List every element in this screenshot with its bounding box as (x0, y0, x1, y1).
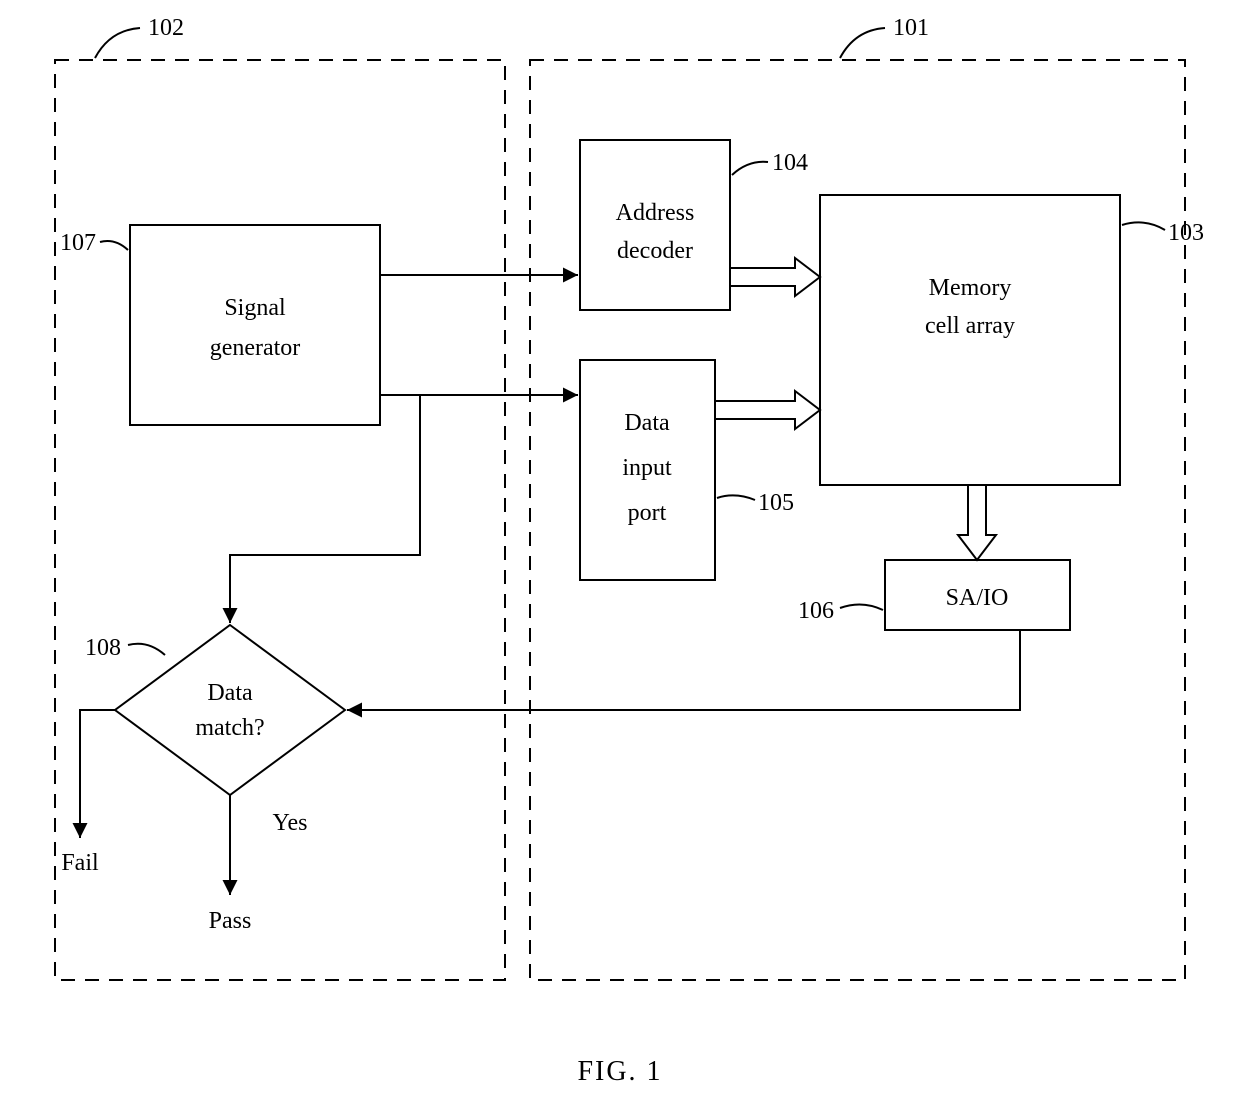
sa-io-label: SA/IO (946, 585, 1009, 611)
diagram-svg: 102 101 Signal generator 107 Address dec… (0, 0, 1240, 1116)
arrow-datamatch-fail (80, 710, 115, 838)
ref-leader-101 (840, 28, 885, 58)
arrow-saio-to-datamatch (347, 630, 1020, 710)
memory-cell-array-box (820, 195, 1120, 485)
ref-108: 108 (85, 635, 121, 661)
pass-label: Pass (209, 908, 252, 934)
ref-leader-102 (95, 28, 140, 58)
ref-104: 104 (772, 150, 808, 176)
figure-caption: FIG. 1 (577, 1056, 662, 1087)
ref-107: 107 (60, 230, 96, 256)
hollow-arrow-memory-to-saio (958, 485, 996, 560)
fail-label: Fail (61, 850, 99, 876)
arrow-sg-to-datamatch (230, 395, 420, 623)
ref-101: 101 (893, 15, 929, 41)
ref-103: 103 (1168, 220, 1204, 246)
address-decoder-label-1: Address (616, 200, 695, 226)
ref-106: 106 (798, 598, 834, 624)
memory-cell-array-label-2: cell array (925, 313, 1015, 339)
ref-leader-107 (100, 241, 128, 250)
ref-leader-104 (732, 162, 768, 175)
ref-leader-106 (840, 604, 883, 610)
signal-generator-box (130, 225, 380, 425)
data-input-port-label-2: input (622, 455, 672, 481)
hollow-arrow-decoder-to-memory (730, 258, 820, 296)
address-decoder-label-2: decoder (617, 238, 693, 264)
hollow-arrow-dataport-to-memory (715, 391, 820, 429)
ref-102: 102 (148, 15, 184, 41)
ref-leader-103 (1122, 222, 1165, 230)
ref-leader-105 (717, 495, 755, 500)
signal-generator-label-2: generator (210, 335, 301, 361)
ref-leader-108 (128, 644, 165, 655)
yes-label: Yes (273, 810, 308, 836)
ref-105: 105 (758, 490, 794, 516)
memory-cell-array-label-1: Memory (929, 275, 1012, 301)
data-input-port-label-3: port (628, 500, 667, 526)
container-left (55, 60, 505, 980)
data-match-label-2: match? (195, 715, 264, 741)
data-input-port-label-1: Data (624, 410, 670, 436)
data-match-label-1: Data (207, 680, 253, 706)
data-match-diamond (115, 625, 345, 795)
signal-generator-label-1: Signal (224, 295, 286, 321)
